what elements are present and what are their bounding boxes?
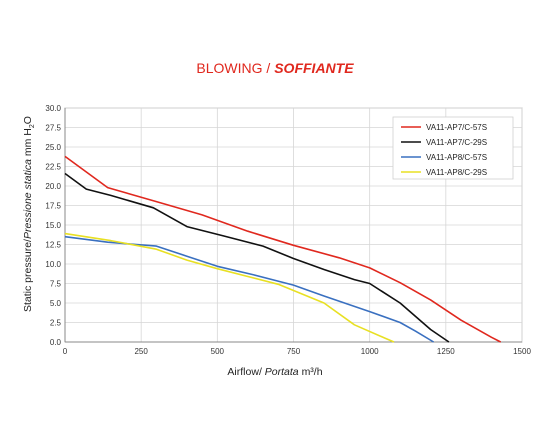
chart-title-separator: / xyxy=(262,60,275,76)
x-tick-label: 1500 xyxy=(513,347,531,356)
y-tick-label: 17.5 xyxy=(45,202,61,211)
x-axis-label-italic: Portata xyxy=(264,366,299,378)
y-axis-label: Static pressure/Pressione statica mm H2O xyxy=(22,12,38,312)
legend-label-2: VA11-AP7/C-29S xyxy=(426,138,487,147)
chart-title-main: BLOWING xyxy=(196,60,263,76)
y-axis-label-text: Static pressure/ xyxy=(22,239,34,312)
x-axis-label: Airflow/ Portata m³/h xyxy=(227,366,323,378)
x-tick-label: 1250 xyxy=(437,347,455,356)
legend-label-4: VA11-AP8/C-29S xyxy=(426,168,487,177)
y-axis-label-italic: Pressione statica xyxy=(22,159,34,240)
chart-title-italic: SOFFIANTE xyxy=(274,60,354,76)
y-axis-label-unit: mm H xyxy=(22,128,34,157)
y-tick-label: 2.5 xyxy=(50,319,62,328)
chart-title: BLOWING / SOFFIANTE xyxy=(0,60,550,76)
y-tick-label: 30.0 xyxy=(45,104,61,113)
y-axis-label-sub: 2 xyxy=(29,124,37,129)
x-axis-label-text: Airflow xyxy=(227,366,259,378)
x-tick-label: 0 xyxy=(63,347,68,356)
series-line-3 xyxy=(64,235,435,343)
y-tick-label: 12.5 xyxy=(45,241,61,250)
legend-label-3: VA11-AP8/C-57S xyxy=(426,153,487,162)
y-tick-label: 5.0 xyxy=(50,299,62,308)
y-tick-label: 10.0 xyxy=(45,260,61,269)
y-tick-label: 15.0 xyxy=(45,221,61,230)
y-tick-label: 7.5 xyxy=(50,280,62,289)
x-tick-label: 750 xyxy=(287,347,301,356)
y-tick-label: 27.5 xyxy=(45,124,61,133)
series-line-1 xyxy=(64,155,502,343)
series-line-2 xyxy=(64,172,450,343)
y-tick-label: 22.5 xyxy=(45,163,61,172)
x-tick-label: 250 xyxy=(134,347,148,356)
y-tick-label: 25.0 xyxy=(45,143,61,152)
y-axis-label-end: O xyxy=(22,116,34,125)
y-tick-label: 0.0 xyxy=(50,338,62,347)
legend-label-1: VA11-AP7/C-57S xyxy=(426,123,487,132)
x-tick-label: 500 xyxy=(211,347,225,356)
series-line-4 xyxy=(64,232,395,343)
x-axis-label-unit: m³/h xyxy=(301,366,323,378)
x-tick-label: 1000 xyxy=(361,347,379,356)
y-tick-label: 20.0 xyxy=(45,182,61,191)
